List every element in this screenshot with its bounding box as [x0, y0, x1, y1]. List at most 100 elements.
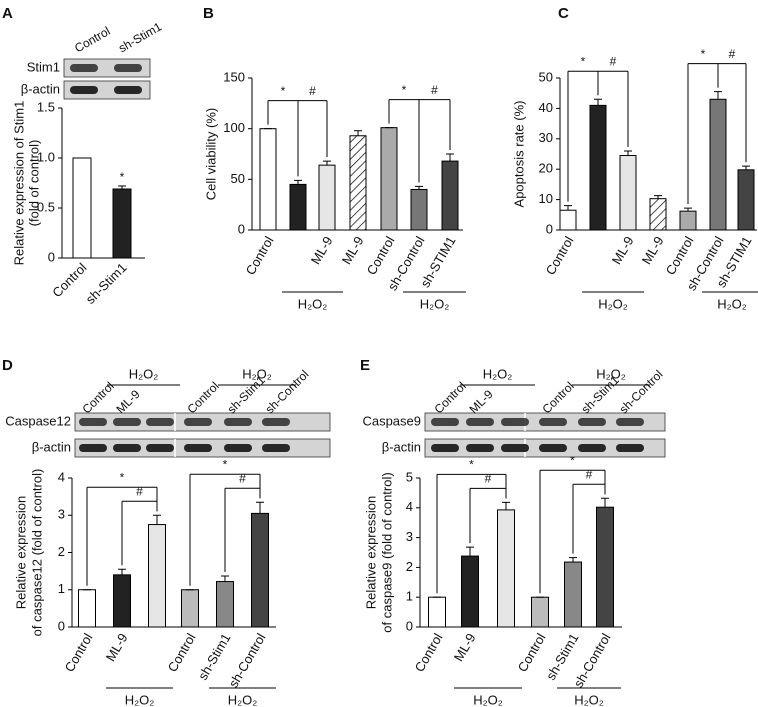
- bar: [289, 183, 307, 231]
- y-axis-label: Apoptosis rate (%): [511, 101, 526, 208]
- x-tick-label: ML-9: [639, 234, 667, 267]
- error-bar: [118, 568, 126, 575]
- blot-band: [616, 444, 644, 452]
- significance: *: [402, 83, 407, 97]
- y-tick-label: 5: [406, 469, 413, 484]
- significance: #: [431, 83, 438, 97]
- error-bar: [118, 185, 126, 189]
- blot-row-label: β-actin: [32, 439, 71, 454]
- significance: *: [120, 170, 125, 184]
- significance: *: [223, 457, 228, 471]
- blot-lane-label: sh-Stim1: [116, 19, 164, 55]
- error-bar: [354, 130, 362, 136]
- bracket: [572, 483, 606, 554]
- blot-lane-label: Control: [184, 379, 221, 416]
- blot-band: [184, 444, 212, 452]
- blot-row-label: β-actin: [21, 81, 60, 96]
- blot-band: [224, 444, 252, 452]
- bar: [589, 104, 607, 231]
- blot-lane-label: Control: [539, 379, 576, 416]
- error-bar: [714, 91, 722, 100]
- error-bar: [564, 205, 572, 211]
- blot-strip: [63, 58, 151, 78]
- x-tick-label: Control: [165, 631, 199, 675]
- panel-letter: B: [203, 5, 214, 22]
- bar: [148, 524, 166, 628]
- y-tick-label: 0: [406, 618, 413, 633]
- y-tick-label: 10: [539, 191, 553, 206]
- error-bar: [502, 501, 510, 510]
- x-tick-label: sh-Stim1: [83, 260, 130, 307]
- panel-letter: D: [2, 357, 13, 374]
- bracket: [267, 100, 328, 177]
- blot-band: [113, 418, 141, 426]
- significance: #: [729, 47, 736, 61]
- y-tick-label: 2: [406, 559, 413, 574]
- bracket: [224, 487, 261, 572]
- x-tick-label: Control: [62, 631, 96, 675]
- blot-band: [70, 64, 98, 72]
- error-bar: [654, 195, 662, 199]
- y-axis-label: Relative expression: [363, 496, 378, 609]
- blot-band: [466, 418, 494, 426]
- error-bar: [153, 514, 161, 525]
- error-bar: [323, 160, 331, 166]
- y-axis-label: (fold of control): [26, 140, 41, 227]
- significance: #: [485, 472, 492, 486]
- y-tick-label: 0: [48, 249, 55, 264]
- y-axis-label: Cell viability (%): [203, 108, 218, 200]
- y-tick-label: 0: [546, 221, 553, 236]
- y-tick-label: 0.5: [37, 199, 55, 214]
- blot-band: [184, 418, 212, 426]
- bar: [72, 157, 92, 259]
- bar: [596, 506, 614, 628]
- blot-band: [431, 444, 459, 452]
- significance: #: [239, 471, 246, 485]
- bar: [679, 210, 697, 231]
- bar: [113, 574, 131, 628]
- y-tick-label: 100: [223, 120, 245, 135]
- blot-group-label: H₂O₂: [483, 366, 513, 381]
- y-tick-label: 50: [231, 171, 245, 186]
- bar: [709, 98, 727, 231]
- y-axis-label: Relative expression: [13, 496, 28, 609]
- error-bar: [684, 207, 692, 212]
- blot-group-label: H₂O₂: [596, 366, 626, 381]
- y-tick-label: 0: [238, 221, 245, 236]
- bracket: [388, 99, 451, 183]
- blot-band: [578, 418, 606, 426]
- x-tick-label: ML-9: [609, 234, 637, 267]
- bar: [428, 596, 446, 628]
- blot-band: [262, 444, 290, 452]
- bar: [531, 596, 549, 628]
- blot-band: [539, 444, 567, 452]
- y-tick-label: 20: [539, 161, 553, 176]
- y-tick-label: 40: [539, 100, 553, 115]
- error-bar: [221, 575, 229, 582]
- group-label: H₂O₂: [473, 692, 503, 707]
- x-tick-label: ML-9: [308, 234, 336, 267]
- blot-band: [114, 86, 142, 94]
- bar: [441, 160, 459, 231]
- panel-letter: E: [360, 357, 370, 374]
- group-label: H₂O₂: [298, 296, 328, 311]
- group-label: H₂O₂: [717, 296, 747, 311]
- significance: #: [586, 467, 593, 481]
- blot-band: [79, 418, 107, 426]
- blot-band: [70, 86, 98, 94]
- bar: [78, 589, 96, 628]
- x-tick-label: sh-Stim1: [195, 631, 234, 683]
- bar: [649, 198, 667, 231]
- blot-band: [466, 444, 494, 452]
- error-bar: [742, 165, 750, 170]
- significance: #: [309, 84, 316, 98]
- y-tick-label: 1: [58, 581, 65, 596]
- blot-band: [224, 418, 252, 426]
- bar: [410, 188, 428, 231]
- error-bar: [415, 185, 423, 190]
- bracket: [121, 500, 158, 566]
- group-label: H₂O₂: [574, 692, 604, 707]
- y-tick-label: 0: [58, 618, 65, 633]
